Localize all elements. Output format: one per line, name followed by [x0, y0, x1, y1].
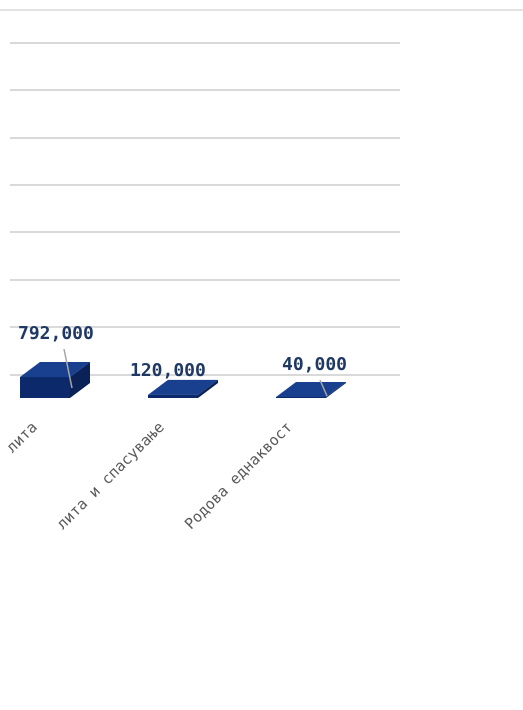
bar-top-0	[20, 362, 90, 378]
bar-front-2	[276, 396, 326, 398]
category-label-1: лита и спасување	[53, 418, 168, 533]
category-label-0: лита	[3, 418, 41, 456]
leader-line-2	[319, 379, 328, 397]
data-labels: 792,000 120,000 40,000	[18, 323, 347, 381]
gridlines	[10, 42, 400, 376]
bar-2	[276, 381, 346, 398]
bar-front-1	[148, 394, 198, 398]
bar-top-2	[276, 381, 346, 397]
data-label-1: 120,000	[130, 360, 206, 381]
bar-front-0	[20, 377, 70, 398]
bar-side-0	[70, 362, 90, 398]
bar-side-2	[326, 381, 346, 398]
data-label-2: 40,000	[282, 354, 347, 375]
bars	[20, 362, 346, 398]
leader-lines	[63, 348, 328, 397]
bar-1	[148, 379, 218, 398]
bar-side-1	[198, 379, 218, 398]
category-labels: лита лита и спасување Родова еднаквост	[3, 418, 296, 533]
category-label-2: Родова еднаквост	[181, 418, 296, 533]
leader-line-0	[63, 348, 73, 389]
bar-0	[20, 362, 90, 398]
bar-top-1	[148, 379, 218, 395]
data-label-0: 792,000	[18, 323, 94, 344]
